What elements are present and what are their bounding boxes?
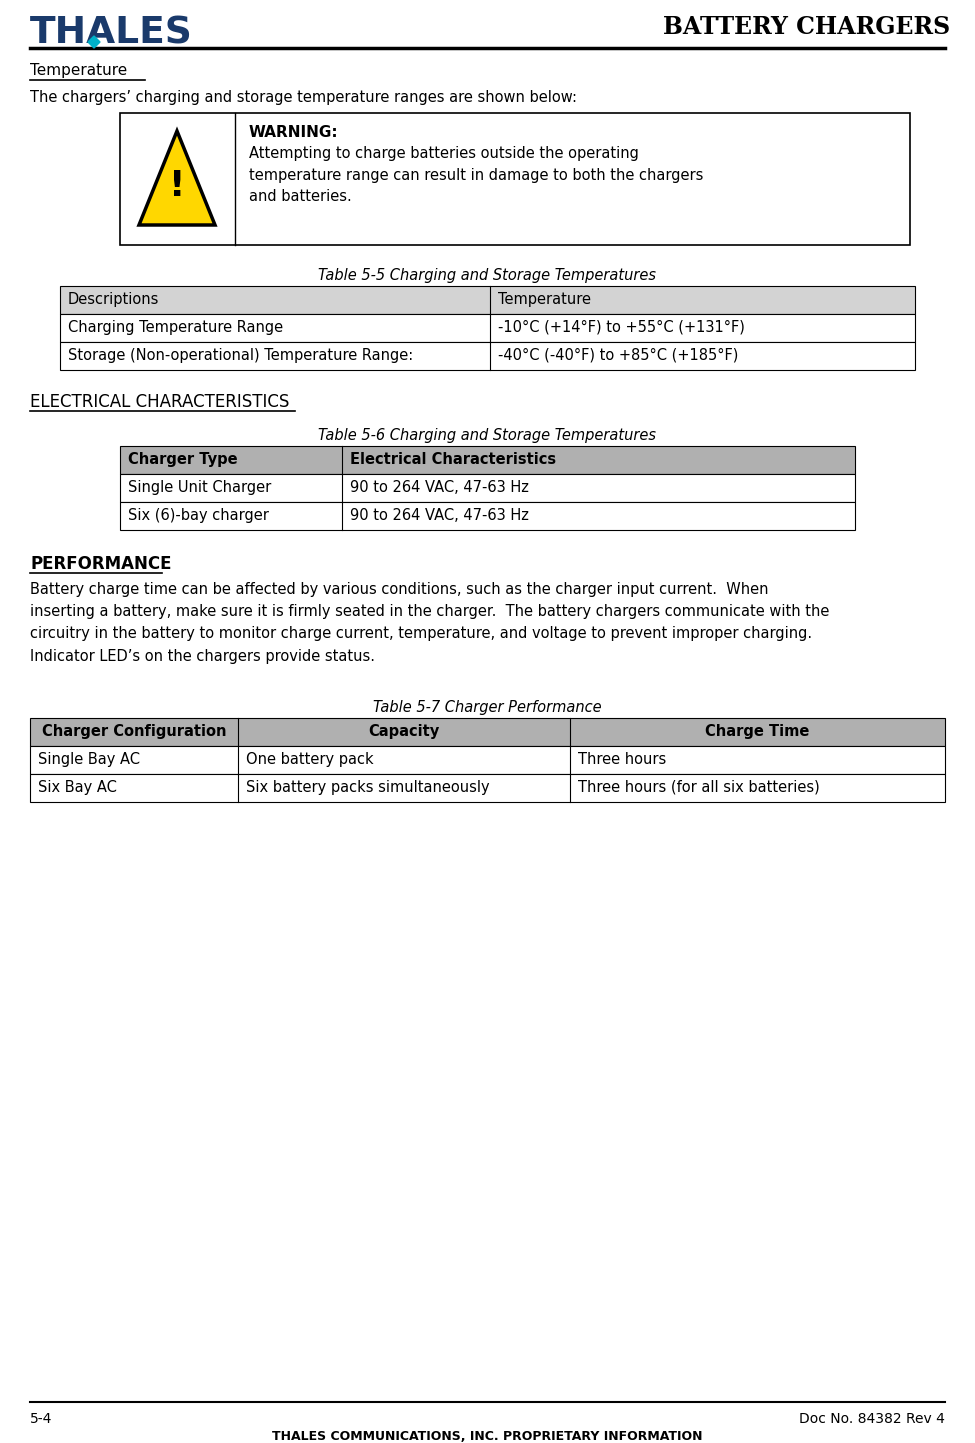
Text: Single Bay AC: Single Bay AC [38,752,140,768]
Polygon shape [88,36,100,48]
Text: Table 5-5 Charging and Storage Temperatures: Table 5-5 Charging and Storage Temperatu… [318,268,656,283]
Text: Storage (Non-operational) Temperature Range:: Storage (Non-operational) Temperature Ra… [68,348,413,364]
Text: 5-4: 5-4 [30,1413,53,1426]
Text: Doc No. 84382 Rev 4: Doc No. 84382 Rev 4 [800,1413,945,1426]
Text: Battery charge time can be affected by various conditions, such as the charger i: Battery charge time can be affected by v… [30,582,830,664]
Text: Table 5-6 Charging and Storage Temperatures: Table 5-6 Charging and Storage Temperatu… [318,429,656,443]
Text: Three hours (for all six batteries): Three hours (for all six batteries) [578,781,820,795]
Text: ELECTRICAL CHARACTERISTICS: ELECTRICAL CHARACTERISTICS [30,392,290,411]
FancyBboxPatch shape [120,113,910,245]
Text: The chargers’ charging and storage temperature ranges are shown below:: The chargers’ charging and storage tempe… [30,89,577,105]
Polygon shape [139,131,215,225]
FancyBboxPatch shape [120,473,855,502]
FancyBboxPatch shape [120,502,855,530]
Text: WARNING:: WARNING: [249,126,338,140]
Text: -40°C (-40°F) to +85°C (+185°F): -40°C (-40°F) to +85°C (+185°F) [498,348,738,364]
Text: Six (6)-bay charger: Six (6)-bay charger [128,508,269,522]
Text: Charge Time: Charge Time [705,724,809,739]
FancyBboxPatch shape [30,773,945,802]
FancyBboxPatch shape [120,446,855,473]
Text: Temperature: Temperature [30,63,128,78]
FancyBboxPatch shape [30,746,945,773]
Text: Electrical Characteristics: Electrical Characteristics [350,452,556,468]
FancyBboxPatch shape [30,719,945,746]
Text: 90 to 264 VAC, 47-63 Hz: 90 to 264 VAC, 47-63 Hz [350,508,528,522]
Text: -10°C (+14°F) to +55°C (+131°F): -10°C (+14°F) to +55°C (+131°F) [498,320,745,335]
Text: Temperature: Temperature [498,291,591,307]
Text: Descriptions: Descriptions [68,291,159,307]
Text: Six Bay AC: Six Bay AC [38,781,117,795]
Text: Six battery packs simultaneously: Six battery packs simultaneously [246,781,489,795]
Text: One battery pack: One battery pack [246,752,373,768]
Text: !: ! [169,169,185,203]
FancyBboxPatch shape [60,315,915,342]
FancyBboxPatch shape [60,342,915,369]
Text: Attempting to charge batteries outside the operating
temperature range can resul: Attempting to charge batteries outside t… [249,146,703,205]
Text: Three hours: Three hours [578,752,666,768]
Text: Charging Temperature Range: Charging Temperature Range [68,320,283,335]
Text: PERFORMANCE: PERFORMANCE [30,556,172,573]
Text: Capacity: Capacity [369,724,440,739]
Text: Single Unit Charger: Single Unit Charger [128,481,271,495]
Text: Table 5-7 Charger Performance: Table 5-7 Charger Performance [372,700,602,714]
FancyBboxPatch shape [60,286,915,315]
Text: BATTERY CHARGERS: BATTERY CHARGERS [663,14,950,39]
Text: 90 to 264 VAC, 47-63 Hz: 90 to 264 VAC, 47-63 Hz [350,481,528,495]
Text: Charger Configuration: Charger Configuration [42,724,226,739]
Text: Charger Type: Charger Type [128,452,238,468]
Text: THALES COMMUNICATIONS, INC. PROPRIETARY INFORMATION: THALES COMMUNICATIONS, INC. PROPRIETARY … [272,1430,702,1443]
Text: THALES: THALES [30,14,193,51]
